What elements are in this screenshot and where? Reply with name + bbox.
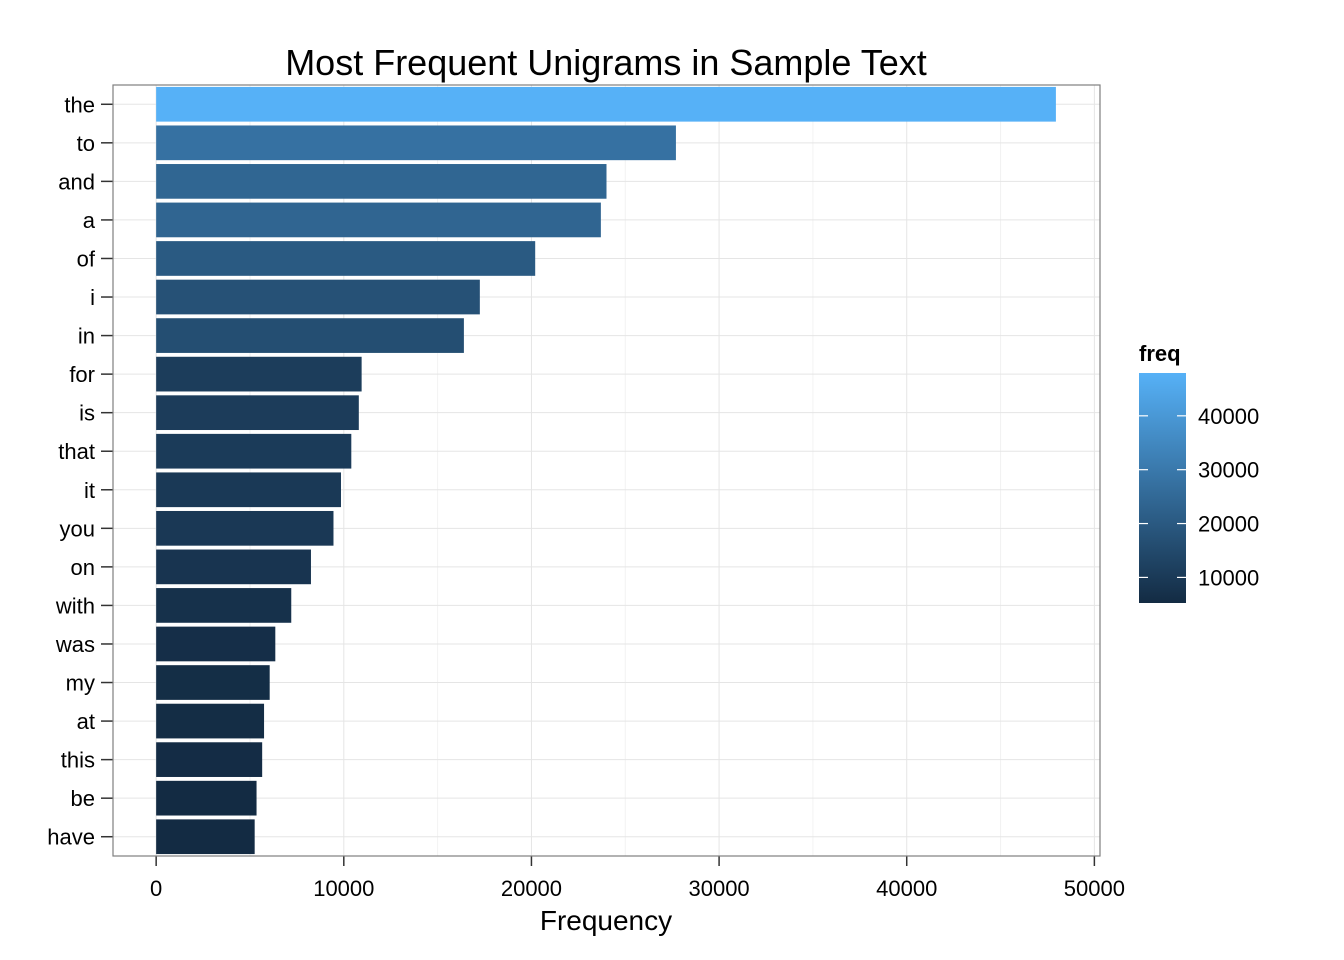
y-tick-label: this bbox=[61, 748, 95, 773]
plot-panel bbox=[113, 85, 1100, 856]
bar-was bbox=[156, 626, 276, 662]
x-axis: 0 10000 20000 30000 40000 50000 bbox=[150, 856, 1125, 901]
y-tick-label: the bbox=[64, 92, 95, 117]
panel-border bbox=[112, 84, 1101, 857]
y-tick-label: with bbox=[55, 593, 95, 618]
y-tick-label: is bbox=[79, 401, 95, 426]
x-tick-label: 0 bbox=[150, 876, 162, 901]
legend-label: 30000 bbox=[1198, 458, 1259, 483]
panel-background bbox=[113, 85, 1100, 856]
bar-with bbox=[156, 588, 292, 623]
bar-of bbox=[156, 241, 536, 276]
bar-this bbox=[156, 742, 263, 777]
bar-on bbox=[156, 549, 311, 585]
y-tick-label: it bbox=[84, 478, 95, 503]
color-legend: freq 10000 20000 30000 40000 bbox=[1139, 341, 1259, 603]
legend-label: 20000 bbox=[1198, 512, 1259, 537]
bar-to bbox=[156, 125, 676, 161]
y-tick-label: for bbox=[69, 362, 95, 387]
x-tick-label: 10000 bbox=[313, 876, 374, 901]
y-tick-label: you bbox=[60, 516, 95, 541]
bar-have bbox=[156, 819, 255, 855]
y-tick-label: have bbox=[47, 825, 95, 850]
y-tick-label: that bbox=[58, 439, 95, 464]
y-tick-label: was bbox=[55, 632, 95, 657]
y-tick-label: in bbox=[78, 324, 95, 349]
bar-that bbox=[156, 433, 352, 469]
legend-title: freq bbox=[1139, 341, 1181, 366]
legend-label: 40000 bbox=[1198, 404, 1259, 429]
bar-at bbox=[156, 703, 265, 739]
y-tick-label: of bbox=[77, 246, 96, 271]
bar-you bbox=[156, 510, 334, 546]
bar-a bbox=[156, 202, 601, 238]
bar-in bbox=[156, 318, 464, 353]
y-tick-label: i bbox=[90, 285, 95, 310]
y-axis: the to and a of i in for is that it you on with was my a… bbox=[47, 92, 113, 850]
bar-the bbox=[156, 86, 1056, 122]
x-tick-label: 50000 bbox=[1064, 876, 1125, 901]
y-tick-label: my bbox=[66, 671, 95, 696]
x-tick-label: 20000 bbox=[501, 876, 562, 901]
y-tick-label: be bbox=[71, 786, 95, 811]
y-tick-label: on bbox=[71, 555, 95, 580]
y-tick-label: to bbox=[77, 131, 95, 156]
y-tick-label: and bbox=[58, 169, 95, 194]
chart-title: Most Frequent Unigrams in Sample Text bbox=[285, 42, 927, 83]
bar-my bbox=[156, 665, 270, 700]
x-axis-title: Frequency bbox=[540, 905, 672, 936]
legend-colorbar bbox=[1139, 373, 1186, 603]
y-tick-label: a bbox=[83, 208, 96, 233]
bar-be bbox=[156, 780, 257, 816]
bar-i bbox=[156, 279, 480, 315]
x-tick-label: 40000 bbox=[876, 876, 937, 901]
bars bbox=[156, 86, 1056, 855]
bar-for bbox=[156, 356, 362, 392]
y-tick-label: at bbox=[77, 709, 95, 734]
x-tick-label: 30000 bbox=[688, 876, 749, 901]
bar-it bbox=[156, 472, 341, 508]
bar-and bbox=[156, 164, 607, 199]
bar-is bbox=[156, 395, 359, 431]
legend-label: 10000 bbox=[1198, 565, 1259, 590]
